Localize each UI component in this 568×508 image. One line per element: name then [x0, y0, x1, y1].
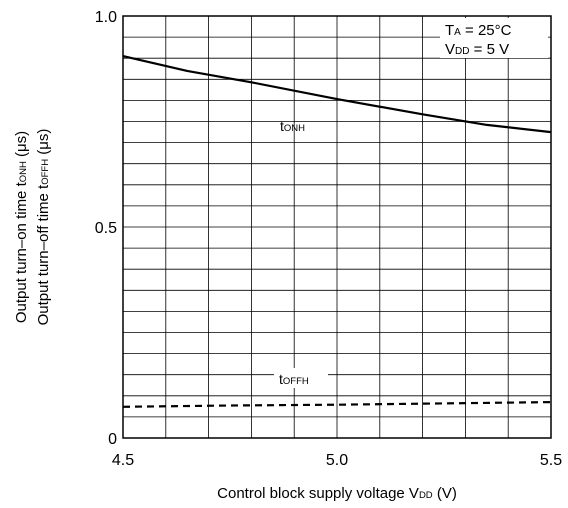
- y-axis-title-line2-tail: (μs): [35, 129, 52, 159]
- y-tick-label: 1.0: [95, 9, 117, 26]
- series-label-toffh: tOFFH: [279, 371, 309, 387]
- conditions-box: [440, 18, 548, 58]
- x-tick-label: 5.0: [326, 452, 348, 469]
- condition-supply-voltage: VDD = 5 V: [445, 41, 509, 58]
- condition-temperature-main: T: [445, 22, 454, 39]
- series-label-toffh-main: t: [279, 371, 283, 387]
- condition-supply-voltage-tail: = 5 V: [469, 41, 509, 58]
- x-axis-title: Control block supply voltage VDD (V): [217, 485, 457, 502]
- y-axis-title-line1-tail: (μs): [13, 131, 30, 161]
- x-axis-title-tail: (V): [433, 485, 457, 502]
- x-axis-title-sub: DD: [419, 490, 433, 501]
- series-label-toffh-sub: OFFH: [283, 376, 309, 387]
- y-axis-title-line1: Output turn–on time tONH (μs): [13, 131, 30, 323]
- series-label-tonh: tONH: [280, 118, 305, 134]
- y-axis-title-line1-sub: ONH: [18, 161, 29, 182]
- condition-temperature-sub: A: [454, 27, 461, 38]
- y-tick-label: 0: [108, 431, 117, 448]
- y-tick-label: 0.5: [95, 220, 117, 237]
- x-axis-title-main: Control block supply voltage V: [217, 485, 419, 502]
- condition-supply-voltage-sub: DD: [455, 46, 469, 57]
- y-axis-title-line2: Output turn–off time tOFFH (μs): [35, 129, 52, 326]
- series-label-tonh-main: t: [280, 118, 284, 134]
- grid-lines: [123, 16, 551, 438]
- y-tick-labels: 0 0.5 1.0: [95, 9, 117, 448]
- condition-supply-voltage-main: V: [445, 41, 455, 58]
- y-axis-title-line1-main: Output turn–on time t: [13, 181, 30, 323]
- series-line-tonh: [122, 55, 552, 134]
- y-axis-title-line2-sub: OFFH: [40, 159, 51, 185]
- x-tick-label: 5.5: [540, 452, 562, 469]
- condition-temperature-tail: = 25°C: [461, 22, 512, 39]
- plot-frame: [122, 15, 552, 439]
- x-tick-label: 4.5: [112, 452, 134, 469]
- series-label-toffh-background: [274, 368, 328, 388]
- series-layer: [122, 55, 552, 408]
- x-tick-labels: 4.5 5.0 5.5: [112, 452, 562, 469]
- series-label-tonh-sub: ONH: [284, 123, 305, 134]
- condition-temperature: TA = 25°C: [445, 22, 512, 39]
- y-axis-title-line2-main: Output turn–off time t: [35, 184, 52, 325]
